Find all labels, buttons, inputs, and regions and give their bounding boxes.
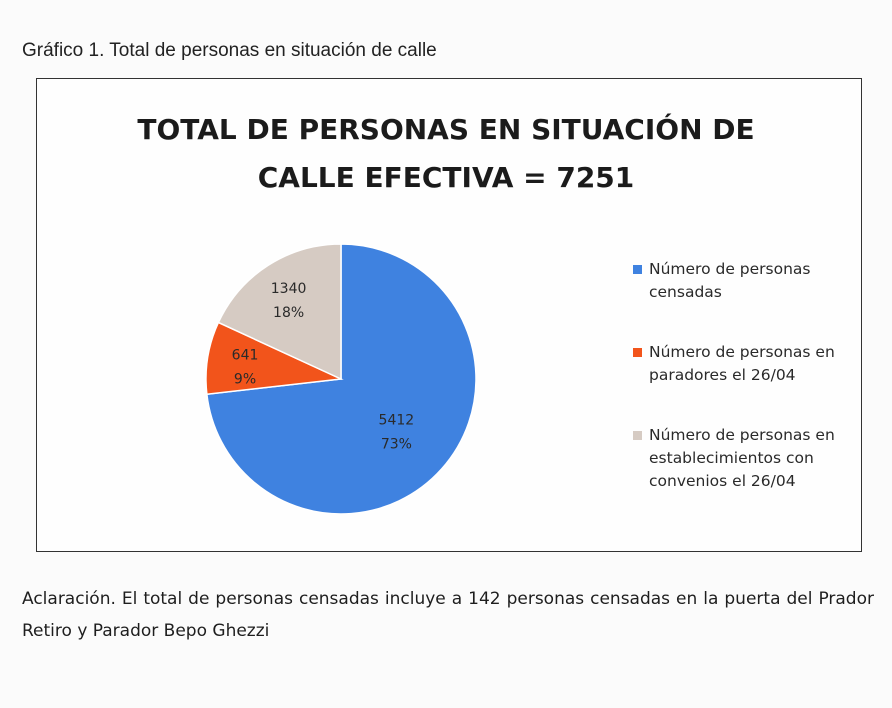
pie-percent-label-establecimientos: 18% (273, 305, 304, 321)
legend-label-establecimientos: Número de personas en establecimientos c… (649, 426, 835, 490)
legend-label-censadas: Número de personas censadas (649, 260, 811, 301)
chart-title-line-2: CALLE EFECTIVA = 7251 (257, 161, 635, 194)
figure-caption: Gráfico 1. Total de personas en situació… (22, 40, 437, 61)
pie-percent-label-paradores: 9% (234, 372, 256, 388)
pie-chart: 5412 73% 641 9% 1340 18% (205, 243, 477, 515)
pie-value-label-establecimientos: 1340 (271, 281, 307, 297)
legend-swatch-censadas (633, 265, 642, 274)
chart-legend: Número de personas censadas Número de pe… (633, 258, 853, 493)
chart-title-line-1: TOTAL DE PERSONAS EN SITUACIÓN DE (137, 113, 755, 146)
pie-percent-label-censadas: 73% (381, 436, 412, 452)
legend-item-establecimientos: Número de personas en establecimientos c… (633, 424, 853, 493)
chart-title: TOTAL DE PERSONAS EN SITUACIÓN DE CALLE … (0, 106, 892, 202)
legend-label-paradores: Número de personas en paradores el 26/04 (649, 343, 835, 384)
legend-item-censadas: Número de personas censadas (633, 258, 853, 304)
legend-swatch-paradores (633, 348, 642, 357)
legend-swatch-establecimientos (633, 431, 642, 440)
clarification-note: Aclaración. El total de personas censada… (22, 589, 874, 641)
pie-value-label-paradores: 641 (232, 348, 259, 364)
pie-slice-establecimientos (217, 243, 342, 381)
legend-item-paradores: Número de personas en paradores el 26/04 (633, 341, 853, 387)
pie-value-label-censadas: 5412 (379, 412, 415, 428)
